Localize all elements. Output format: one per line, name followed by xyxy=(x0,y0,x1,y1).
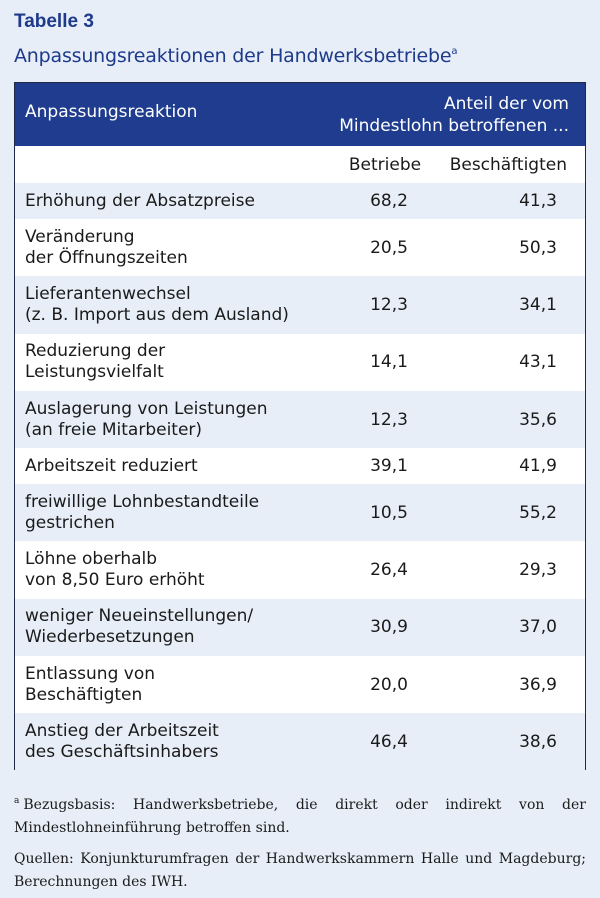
row-value-betriebe: 14,1 xyxy=(323,333,433,391)
table-subheader-row: Betriebe Beschäftigten xyxy=(15,146,585,183)
title-footnote-marker: a xyxy=(451,46,458,57)
header-col-reaction: Anpassungsreaktion xyxy=(15,83,323,146)
row-label-line2: der Öffnungszeiten xyxy=(25,247,188,268)
table-label: Tabelle 3 xyxy=(14,11,94,32)
sources-note: Quellen: Konjunkturumfragen der Handwerk… xyxy=(14,851,586,890)
table-row: weniger Neueinstellungen/Wiederbesetzung… xyxy=(15,598,585,657)
table-body: Erhöhung der Absatzpreise 68,2 41,3 Verände… xyxy=(15,183,585,771)
row-label-line2: gestrichen xyxy=(25,512,115,533)
table-row: freiwillige Lohnbestandteile gestrichen 10… xyxy=(15,484,585,542)
row-value-beschaeftigte: 29,3 xyxy=(433,541,585,599)
row-label-line1: Arbeitszeit reduziert xyxy=(25,455,198,476)
row-reaction-label: Entlassung von Beschäftigten xyxy=(15,656,323,714)
row-label-line1: Veränderung xyxy=(25,226,135,247)
row-value-beschaeftigte: 34,1 xyxy=(433,276,585,334)
row-label-line2: Beschäftigten xyxy=(25,684,143,705)
row-value-betriebe: 20,5 xyxy=(323,219,433,277)
row-value-betriebe: 46,4 xyxy=(323,713,433,771)
row-reaction-label: Anstieg der Arbeitszeit des Geschäftsinha… xyxy=(15,713,323,771)
row-label-line2: (z. B. Import aus dem Ausland) xyxy=(25,304,289,325)
table-header-row: Anpassungsreaktion Anteil der vom Mindes… xyxy=(15,83,585,146)
row-value-betriebe: 26,4 xyxy=(323,541,433,599)
row-reaction-label: Löhne oberhalb von 8,50 Euro erhöht xyxy=(15,541,323,599)
table-row: Löhne oberhalb von 8,50 Euro erhöht 26,4 29… xyxy=(15,541,585,599)
row-value-betriebe: 68,2 xyxy=(323,183,433,219)
table-row: Auslagerung von Leistungen (an freie Mita… xyxy=(15,390,585,449)
row-label-line2: von 8,50 Euro erhöht xyxy=(25,570,205,591)
row-label-line2: des Geschäftsinhabers xyxy=(25,742,219,763)
row-label-line1: Lieferantenwechsel xyxy=(25,283,191,304)
row-value-beschaeftigte: 36,9 xyxy=(433,656,585,714)
footnote-marker: a xyxy=(14,796,20,806)
row-label-line1: Löhne oberhalb xyxy=(25,549,158,570)
table-row: Veränderung der Öffnungszeiten 20,5 50,3 xyxy=(15,219,585,277)
table-notes: a Bezugsbasis: Handwerksbetriebe, die dir… xyxy=(14,790,586,894)
row-reaction-label: Lieferantenwechsel (z. B. Import aus dem … xyxy=(15,276,323,334)
row-value-betriebe: 30,9 xyxy=(323,598,433,657)
row-reaction-label: weniger Neueinstellungen/Wiederbesetzung… xyxy=(15,598,323,657)
row-reaction-label: Erhöhung der Absatzpreise xyxy=(15,183,323,219)
subheader-betriebe: Betriebe xyxy=(323,146,433,183)
header-group-line1: Anteil der vom xyxy=(443,93,569,114)
header-group-line2: Mindestlohn betroffenen ... xyxy=(339,115,569,136)
row-value-betriebe: 12,3 xyxy=(323,390,433,449)
row-value-betriebe: 10,5 xyxy=(323,484,433,542)
row-value-beschaeftigte: 41,3 xyxy=(433,183,585,219)
row-value-betriebe: 39,1 xyxy=(323,448,433,485)
row-value-beschaeftigte: 43,1 xyxy=(433,333,585,391)
row-label-line1: Reduzierung der xyxy=(25,341,166,362)
row-value-beschaeftigte: 38,6 xyxy=(433,713,585,771)
row-label-line1: Auslagerung von Leistungen xyxy=(25,398,268,419)
row-label-line1: freiwillige Lohnbestandteile xyxy=(25,491,260,512)
data-table: Anpassungsreaktion Anteil der vom Mindes… xyxy=(15,83,585,771)
row-reaction-label: Arbeitszeit reduziert xyxy=(15,448,323,485)
table-row: Erhöhung der Absatzpreise 68,2 41,3 xyxy=(15,183,585,219)
row-label-line1: weniger Neueinstellungen/ xyxy=(25,606,254,627)
row-reaction-label: freiwillige Lohnbestandteile gestrichen xyxy=(15,484,323,542)
row-value-beschaeftigte: 50,3 xyxy=(433,219,585,277)
row-value-beschaeftigte: 37,0 xyxy=(433,598,585,657)
footnote: a Bezugsbasis: Handwerksbetriebe, die dir… xyxy=(14,790,586,840)
table-title-text: Anpassungsreaktionen der Handwerksbetrie… xyxy=(14,45,452,67)
row-reaction-label: Auslagerung von Leistungen (an freie Mita… xyxy=(15,390,323,449)
header-group-share: Anteil der vom Mindestlohn betroffenen .… xyxy=(323,83,585,146)
row-reaction-label: Reduzierung der Leistungsvielfalt xyxy=(15,333,323,391)
subheader-empty xyxy=(15,146,323,183)
table-title: Anpassungsreaktionen der Handwerksbetrie… xyxy=(14,45,458,67)
row-value-beschaeftigte: 41,9 xyxy=(433,448,585,485)
footnote-text: Bezugsbasis: Handwerksbetriebe, die dire… xyxy=(14,797,586,836)
row-label-line1: Erhöhung der Absatzpreise xyxy=(25,190,255,211)
row-label-line2: (an freie Mitarbeiter) xyxy=(25,419,203,440)
row-label-line2: Leistungsvielfalt xyxy=(25,362,164,383)
table-row: Reduzierung der Leistungsvielfalt 14,1 43,1 xyxy=(15,333,585,391)
row-value-beschaeftigte: 55,2 xyxy=(433,484,585,542)
table-row: Arbeitszeit reduziert 39,1 41,9 xyxy=(15,448,585,485)
data-table-container: Anpassungsreaktion Anteil der vom Mindes… xyxy=(14,82,586,771)
subheader-beschaeftigte: Beschäftigten xyxy=(433,146,585,183)
row-label-line1: Anstieg der Arbeitszeit xyxy=(25,721,219,742)
row-value-betriebe: 12,3 xyxy=(323,276,433,334)
table-row: Entlassung von Beschäftigten 20,0 36,9 xyxy=(15,656,585,714)
table-row: Anstieg der Arbeitszeit des Geschäftsinha… xyxy=(15,713,585,771)
row-value-betriebe: 20,0 xyxy=(323,656,433,714)
table-row: Lieferantenwechsel (z. B. Import aus dem … xyxy=(15,276,585,334)
row-value-beschaeftigte: 35,6 xyxy=(433,390,585,449)
row-label-line2: Wiederbesetzungen xyxy=(25,627,195,648)
row-reaction-label: Veränderung der Öffnungszeiten xyxy=(15,219,323,277)
row-label-line1: Entlassung von xyxy=(25,663,156,684)
